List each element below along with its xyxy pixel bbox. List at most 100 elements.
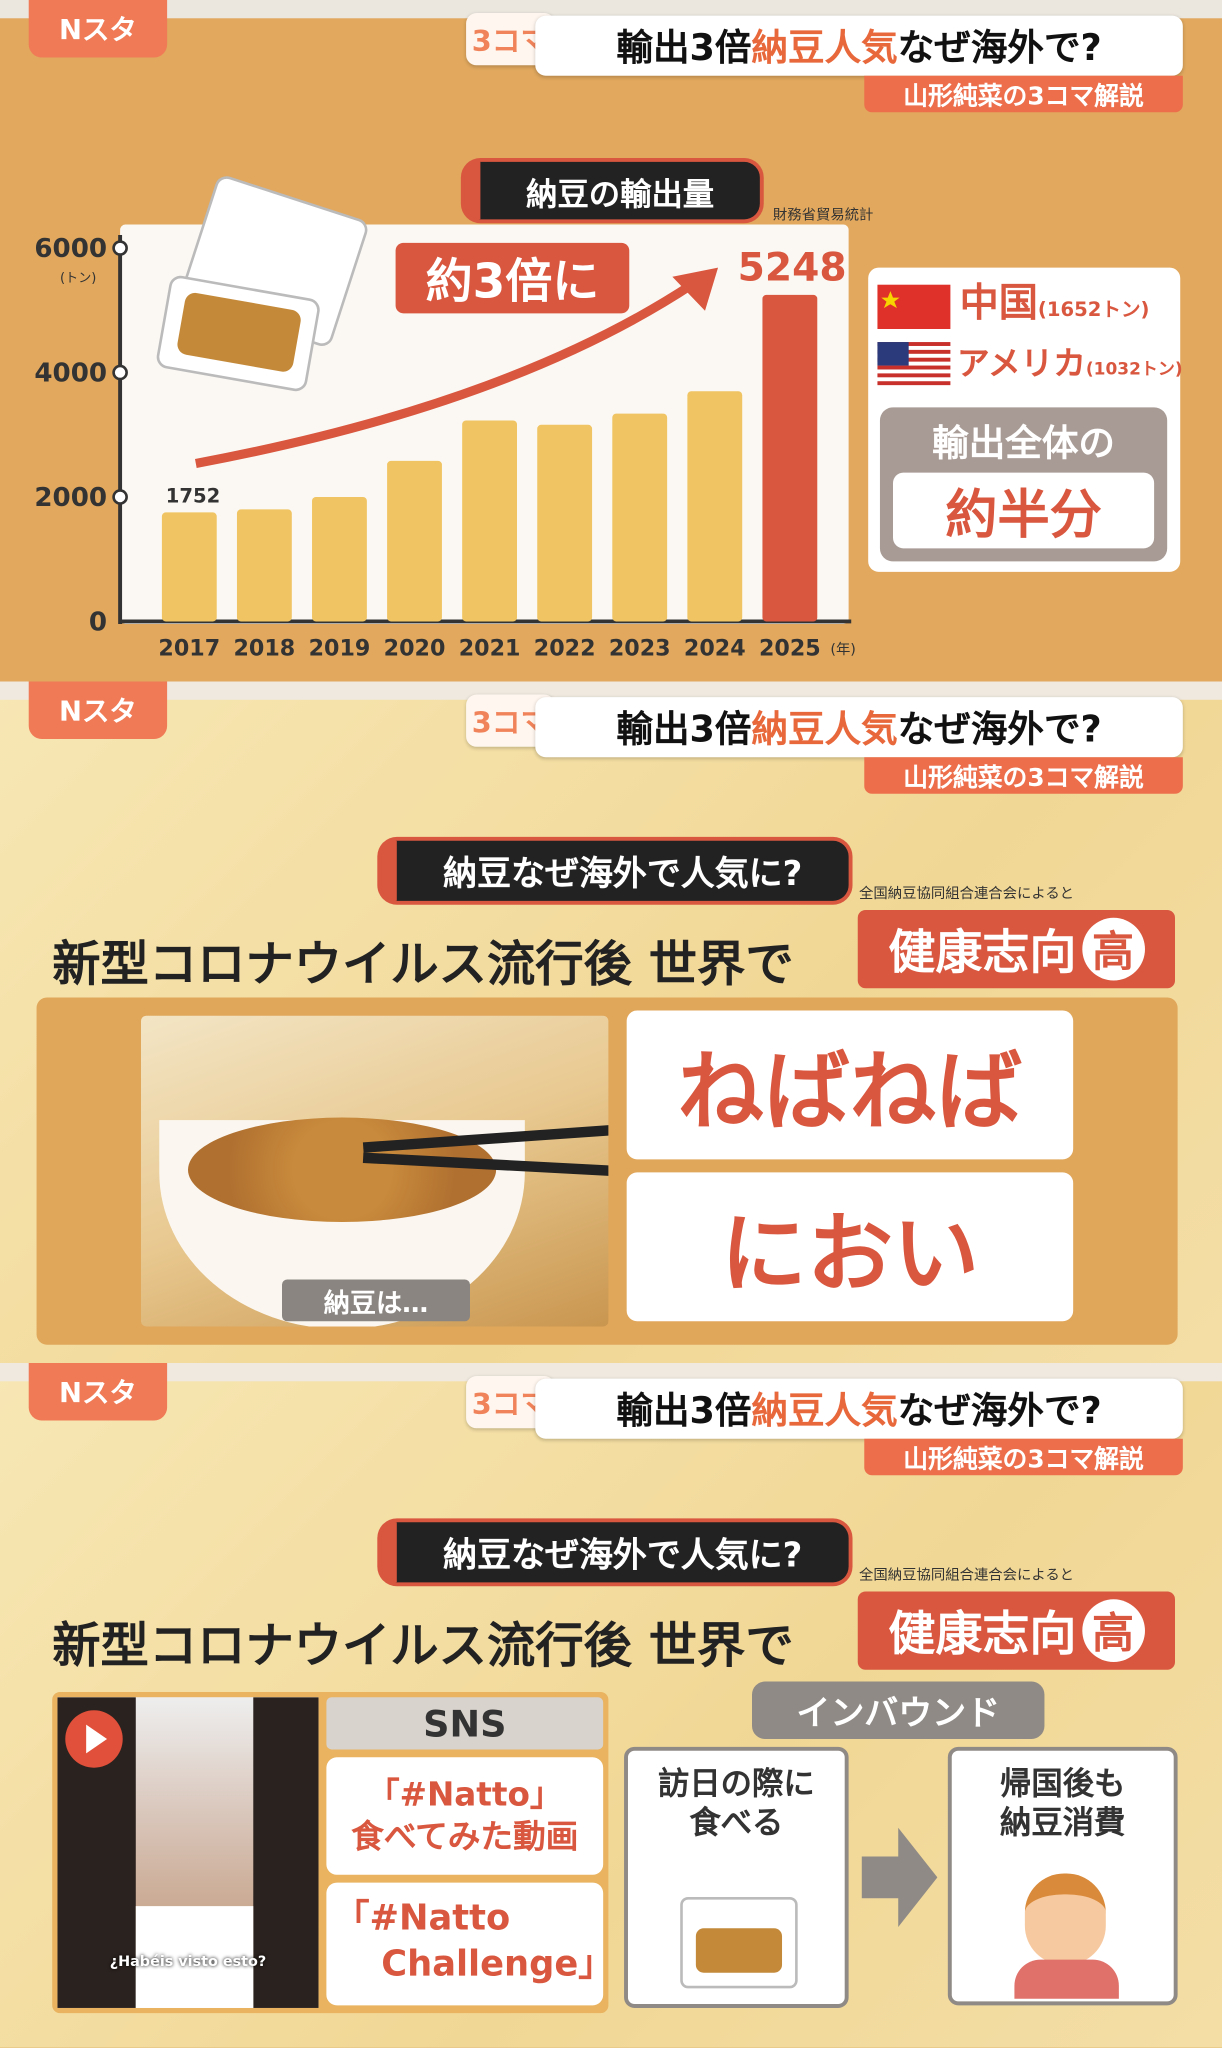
sns-tag: Challenge」 [381, 1944, 614, 1985]
headline: 新型コロナウイルス流行後 世界で [52, 1617, 794, 1674]
health-badge: 健康志向高 [857, 909, 1176, 989]
step-return: 帰国後も 納豆消費 [947, 1746, 1178, 2006]
share-text: 輸出全体の [932, 421, 1115, 465]
usa-row: アメリカ(1032トン) [957, 343, 1183, 391]
hair [253, 1697, 319, 2008]
sns-tag: 「#Natto [334, 1898, 511, 1939]
share-value: 約半分 [893, 472, 1155, 549]
sns-tag-natto: 「#Natto」 食べてみた動画 [326, 1757, 604, 1875]
trait-sticky: ねばねば [626, 1010, 1074, 1160]
person-eating-icon [1024, 1873, 1106, 1965]
y-tick-label: 6000 [34, 234, 107, 264]
bar-2023 [612, 413, 668, 622]
x-tick-label: 2021 [459, 635, 521, 661]
headline-title: 輸出3倍 納豆人気 なぜ海外で? [535, 15, 1183, 76]
question-pill: 納豆なぜ海外で人気に? [381, 1522, 849, 1583]
health-badge: 健康志向高 [857, 1591, 1176, 1670]
panel-reasons: Nスタ 3コマ 輸出3倍 納豆人気 なぜ海外で? 山形純菜の3コマ解説 納豆なぜ海外… [0, 681, 1222, 1364]
health-text: 健康志向 [888, 926, 1077, 981]
x-tick-label: 2024 [684, 635, 746, 661]
x-tick-label: 2025 [759, 635, 821, 661]
title-highlight: 納豆人気 [751, 707, 898, 751]
step-line: 訪日の際に [658, 1765, 815, 1802]
headline-title: 輸出3倍 納豆人気 なぜ海外で? [535, 1378, 1183, 1439]
bar-2018 [236, 509, 292, 622]
step-visit-text: 訪日の際に 食べる [628, 1764, 845, 1842]
title-highlight: 納豆人気 [751, 1389, 898, 1433]
usa-label: アメリカ [956, 344, 1086, 383]
title-part: なぜ海外で? [897, 1389, 1102, 1433]
step-line: 帰国後も [1000, 1765, 1126, 1802]
bar-2019 [312, 496, 367, 622]
video-caption: ¿Habéis visto esto? [109, 1953, 267, 1971]
data-label-2017: 1752 [165, 484, 221, 508]
data-label-2025: 5248 [737, 245, 847, 292]
subtitle: 山形純菜の3コマ解説 [864, 75, 1183, 113]
health-text: 健康志向 [888, 1608, 1077, 1662]
x-tick-label: 2022 [534, 635, 596, 661]
y-tick-label: 4000 [34, 359, 107, 389]
photo-caption: 納豆は… [282, 1279, 471, 1322]
title-part: 輸出3倍 [616, 26, 752, 70]
step-line: 食べる [689, 1804, 784, 1841]
title-highlight: 納豆人気 [751, 26, 898, 70]
y-tick-marker [112, 364, 128, 381]
step-return-text: 帰国後も 納豆消費 [952, 1764, 1174, 1842]
title-part: なぜ海外で? [897, 707, 1102, 751]
panel-export-chart: Nスタ 3コマ 輸出3倍 納豆人気 なぜ海外で? 山形純菜の3コマ解説 納豆の輸出量… [0, 0, 1222, 682]
question-pill: 納豆なぜ海外で人気に? [381, 840, 849, 901]
video-thumbnail[interactable]: ¿Habéis visto esto? [57, 1697, 319, 2008]
high-circle: 高 [1081, 917, 1145, 981]
china-row: 中国(1652トン) [960, 281, 1150, 333]
panel-trends: Nスタ 3コマ 輸出3倍 納豆人気 なぜ海外で? 山形純菜の3コマ解説 納豆なぜ海外… [0, 1363, 1222, 2048]
natto-pack [135, 1906, 254, 2008]
subtitle: 山形純菜の3コマ解説 [864, 757, 1183, 794]
natto-pack-icon [680, 1896, 798, 1989]
subtitle: 山形純菜の3コマ解説 [864, 1438, 1183, 1476]
headline-title: 輸出3倍 納豆人気 なぜ海外で? [535, 697, 1183, 758]
arrow-right-icon [861, 1827, 938, 1928]
bar-2022 [537, 424, 593, 622]
title-part: 輸出3倍 [616, 1389, 752, 1433]
step-line: 納豆消費 [1000, 1804, 1126, 1841]
y-tick-label: 2000 [34, 483, 107, 513]
high-circle: 高 [1081, 1599, 1145, 1662]
x-tick-label: 2019 [309, 635, 371, 661]
trend-arrow-head [672, 267, 719, 311]
trait-smell: におい [626, 1172, 1074, 1322]
country-breakdown: 中国(1652トン) アメリカ(1032トン) 輸出全体の 約半分 [868, 267, 1183, 572]
bar-2020 [387, 460, 442, 622]
studio-strip [0, 1363, 1222, 1382]
natto-beans [177, 292, 301, 372]
x-tick-label: 2023 [609, 635, 671, 661]
trend-arrow [194, 280, 695, 468]
sns-tag: 「#Natto」 [366, 1774, 563, 1813]
x-tick-label: 2017 [158, 635, 220, 661]
title-part: なぜ海外で? [897, 26, 1102, 70]
bar-chart: 0 2000 4000 6000 2017 2018 2019 2020 2021 2022 202… [34, 176, 852, 661]
natto-photo: 納豆は… [141, 1015, 609, 1327]
usa-flag-icon [877, 342, 951, 390]
studio-strip [0, 0, 1222, 19]
y-tick-label: 0 [89, 608, 107, 638]
china-flag-icon [877, 284, 951, 330]
callout-3x: 約3倍に [395, 242, 630, 314]
china-label: 中国 [959, 280, 1038, 327]
program-logo: Nスタ [28, 681, 168, 739]
title-part: 輸出3倍 [616, 707, 752, 751]
sns-tag-desc: 食べてみた動画 [351, 1817, 579, 1856]
share-box: 輸出全体の 約半分 [879, 407, 1168, 562]
x-tick-label: 2018 [233, 635, 295, 661]
y-tick-marker [112, 240, 128, 256]
bar-2017 [161, 512, 217, 622]
headline: 新型コロナウイルス流行後 世界で [52, 936, 794, 993]
x-unit: (年) [830, 641, 856, 659]
bar-2021 [462, 420, 518, 622]
chart-source: 財務省貿易統計 [772, 206, 874, 224]
source-note: 全国納豆協同組合連合会によると [859, 1566, 1075, 1584]
source-note: 全国納豆協同組合連合会によると [859, 885, 1075, 903]
x-tick-label: 2020 [384, 635, 446, 661]
y-tick-marker [112, 489, 128, 505]
y-unit: (トン) [60, 271, 97, 286]
play-icon[interactable] [65, 1710, 123, 1768]
